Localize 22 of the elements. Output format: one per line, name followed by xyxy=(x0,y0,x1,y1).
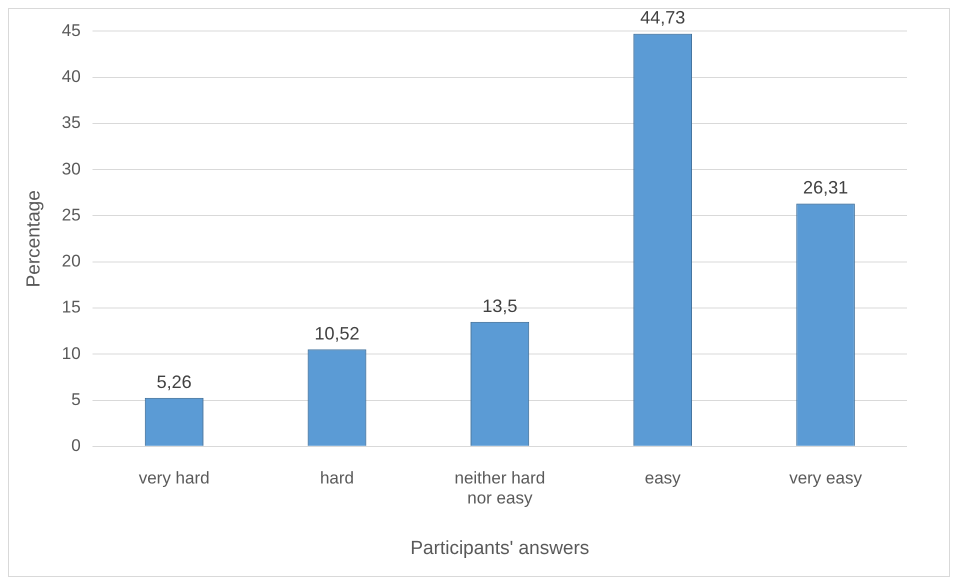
x-tick-label: hard xyxy=(320,468,354,488)
y-tick-label: 0 xyxy=(71,436,81,456)
data-label: 44,73 xyxy=(640,8,686,28)
y-tick-label: 15 xyxy=(62,298,81,317)
y-tick-label: 30 xyxy=(62,159,81,178)
x-tick-label: neither hard nor easy xyxy=(454,468,546,508)
data-label: 13,5 xyxy=(482,296,518,316)
y-tick-label: 20 xyxy=(62,252,81,271)
x-tick-label: very hard xyxy=(138,468,210,488)
x-axis-title: Participants' answers xyxy=(410,538,590,559)
y-tick-label: 45 xyxy=(62,20,81,40)
y-axis-title: Percentage xyxy=(24,190,45,288)
y-tick-label: 5 xyxy=(71,390,81,409)
x-tick-label: easy xyxy=(644,468,682,488)
y-tick-label: 40 xyxy=(62,67,81,86)
data-label: 26,31 xyxy=(803,178,848,198)
y-tick-label: 35 xyxy=(62,113,81,132)
data-label: 10,52 xyxy=(314,323,360,344)
y-tick-label: 10 xyxy=(62,344,81,363)
data-label: 5,26 xyxy=(156,372,192,392)
x-tick-label: very easy xyxy=(789,468,862,488)
y-tick-label: 25 xyxy=(62,205,81,224)
